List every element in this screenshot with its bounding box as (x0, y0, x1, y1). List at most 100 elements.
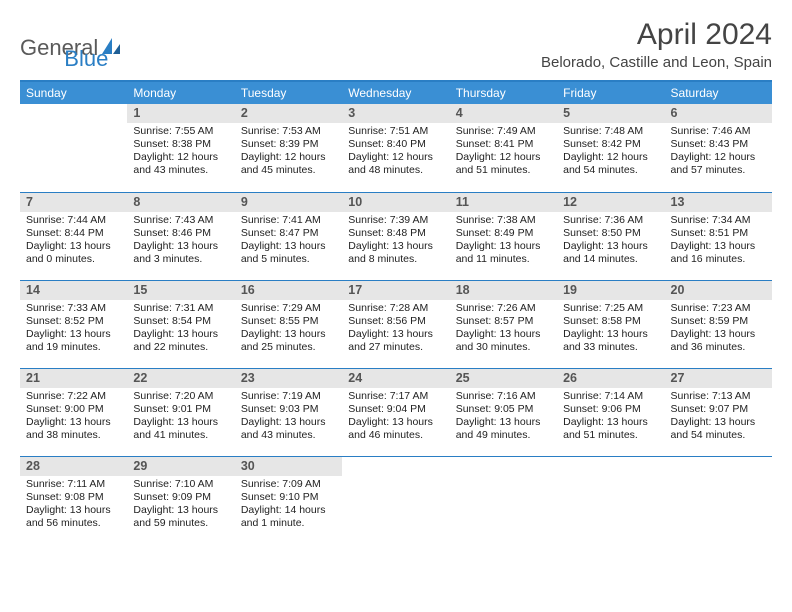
day-number: 5 (557, 104, 664, 123)
day-details: Sunrise: 7:16 AMSunset: 9:05 PMDaylight:… (450, 388, 557, 447)
day-details: Sunrise: 7:25 AMSunset: 8:58 PMDaylight:… (557, 300, 664, 359)
daylight-text: Daylight: 14 hours and 1 minute. (241, 504, 336, 530)
sunrise-text: Sunrise: 7:22 AM (26, 390, 121, 403)
sunrise-text: Sunrise: 7:25 AM (563, 302, 658, 315)
day-number: 17 (342, 281, 449, 300)
day-details: Sunrise: 7:43 AMSunset: 8:46 PMDaylight:… (127, 212, 234, 271)
daylight-text: Daylight: 12 hours and 51 minutes. (456, 151, 551, 177)
daylight-text: Daylight: 12 hours and 54 minutes. (563, 151, 658, 177)
day-details: Sunrise: 7:29 AMSunset: 8:55 PMDaylight:… (235, 300, 342, 359)
sunrise-text: Sunrise: 7:46 AM (671, 125, 766, 138)
day-number: 14 (20, 281, 127, 300)
day-details: Sunrise: 7:49 AMSunset: 8:41 PMDaylight:… (450, 123, 557, 182)
sunset-text: Sunset: 8:41 PM (456, 138, 551, 151)
sunset-text: Sunset: 9:01 PM (133, 403, 228, 416)
day-details: Sunrise: 7:44 AMSunset: 8:44 PMDaylight:… (20, 212, 127, 271)
day-details: Sunrise: 7:39 AMSunset: 8:48 PMDaylight:… (342, 212, 449, 271)
day-number: 30 (235, 457, 342, 476)
sunset-text: Sunset: 9:04 PM (348, 403, 443, 416)
day-number: 13 (665, 193, 772, 212)
daylight-text: Daylight: 13 hours and 11 minutes. (456, 240, 551, 266)
calendar-day-cell: 21Sunrise: 7:22 AMSunset: 9:00 PMDayligh… (20, 368, 127, 456)
day-number: 3 (342, 104, 449, 123)
sunrise-text: Sunrise: 7:09 AM (241, 478, 336, 491)
day-number: 28 (20, 457, 127, 476)
weekday-header-row: SundayMondayTuesdayWednesdayThursdayFrid… (20, 81, 772, 104)
day-number: 12 (557, 193, 664, 212)
day-details: Sunrise: 7:51 AMSunset: 8:40 PMDaylight:… (342, 123, 449, 182)
calendar-week-row: 1Sunrise: 7:55 AMSunset: 8:38 PMDaylight… (20, 104, 772, 192)
calendar-day-cell: 6Sunrise: 7:46 AMSunset: 8:43 PMDaylight… (665, 104, 772, 192)
calendar-day-cell: 7Sunrise: 7:44 AMSunset: 8:44 PMDaylight… (20, 192, 127, 280)
sunrise-text: Sunrise: 7:16 AM (456, 390, 551, 403)
day-details: Sunrise: 7:09 AMSunset: 9:10 PMDaylight:… (235, 476, 342, 535)
calendar-day-cell: 11Sunrise: 7:38 AMSunset: 8:49 PMDayligh… (450, 192, 557, 280)
sunrise-text: Sunrise: 7:43 AM (133, 214, 228, 227)
daylight-text: Daylight: 13 hours and 51 minutes. (563, 416, 658, 442)
sunrise-text: Sunrise: 7:48 AM (563, 125, 658, 138)
calendar-day-cell: 16Sunrise: 7:29 AMSunset: 8:55 PMDayligh… (235, 280, 342, 368)
day-details: Sunrise: 7:19 AMSunset: 9:03 PMDaylight:… (235, 388, 342, 447)
day-details: Sunrise: 7:41 AMSunset: 8:47 PMDaylight:… (235, 212, 342, 271)
daylight-text: Daylight: 12 hours and 45 minutes. (241, 151, 336, 177)
day-number: 26 (557, 369, 664, 388)
day-details: Sunrise: 7:34 AMSunset: 8:51 PMDaylight:… (665, 212, 772, 271)
calendar-day-cell: 10Sunrise: 7:39 AMSunset: 8:48 PMDayligh… (342, 192, 449, 280)
day-details: Sunrise: 7:14 AMSunset: 9:06 PMDaylight:… (557, 388, 664, 447)
sunrise-text: Sunrise: 7:13 AM (671, 390, 766, 403)
sunset-text: Sunset: 8:52 PM (26, 315, 121, 328)
sunset-text: Sunset: 8:51 PM (671, 227, 766, 240)
day-details: Sunrise: 7:48 AMSunset: 8:42 PMDaylight:… (557, 123, 664, 182)
daylight-text: Daylight: 13 hours and 5 minutes. (241, 240, 336, 266)
daylight-text: Daylight: 13 hours and 56 minutes. (26, 504, 121, 530)
calendar-day-cell: 8Sunrise: 7:43 AMSunset: 8:46 PMDaylight… (127, 192, 234, 280)
sunrise-text: Sunrise: 7:28 AM (348, 302, 443, 315)
sunrise-text: Sunrise: 7:49 AM (456, 125, 551, 138)
calendar-day-cell: 15Sunrise: 7:31 AMSunset: 8:54 PMDayligh… (127, 280, 234, 368)
daylight-text: Daylight: 13 hours and 22 minutes. (133, 328, 228, 354)
weekday-header: Monday (127, 81, 234, 104)
calendar-empty-cell (20, 104, 127, 192)
day-number: 23 (235, 369, 342, 388)
sunrise-text: Sunrise: 7:29 AM (241, 302, 336, 315)
day-number: 19 (557, 281, 664, 300)
sunrise-text: Sunrise: 7:33 AM (26, 302, 121, 315)
calendar-week-row: 21Sunrise: 7:22 AMSunset: 9:00 PMDayligh… (20, 368, 772, 456)
calendar-day-cell: 3Sunrise: 7:51 AMSunset: 8:40 PMDaylight… (342, 104, 449, 192)
calendar-day-cell: 9Sunrise: 7:41 AMSunset: 8:47 PMDaylight… (235, 192, 342, 280)
day-details: Sunrise: 7:33 AMSunset: 8:52 PMDaylight:… (20, 300, 127, 359)
sunset-text: Sunset: 8:59 PM (671, 315, 766, 328)
calendar-day-cell: 27Sunrise: 7:13 AMSunset: 9:07 PMDayligh… (665, 368, 772, 456)
calendar-week-row: 7Sunrise: 7:44 AMSunset: 8:44 PMDaylight… (20, 192, 772, 280)
header: General Blue April 2024 Belorado, Castil… (20, 18, 772, 72)
calendar-day-cell: 30Sunrise: 7:09 AMSunset: 9:10 PMDayligh… (235, 456, 342, 544)
sunrise-text: Sunrise: 7:31 AM (133, 302, 228, 315)
daylight-text: Daylight: 13 hours and 27 minutes. (348, 328, 443, 354)
sunset-text: Sunset: 8:44 PM (26, 227, 121, 240)
daylight-text: Daylight: 13 hours and 0 minutes. (26, 240, 121, 266)
day-details: Sunrise: 7:11 AMSunset: 9:08 PMDaylight:… (20, 476, 127, 535)
day-number: 21 (20, 369, 127, 388)
sunset-text: Sunset: 9:08 PM (26, 491, 121, 504)
sunset-text: Sunset: 8:43 PM (671, 138, 766, 151)
logo-text-blue: Blue (64, 46, 108, 72)
daylight-text: Daylight: 13 hours and 38 minutes. (26, 416, 121, 442)
calendar-day-cell: 29Sunrise: 7:10 AMSunset: 9:09 PMDayligh… (127, 456, 234, 544)
daylight-text: Daylight: 13 hours and 30 minutes. (456, 328, 551, 354)
daylight-text: Daylight: 13 hours and 33 minutes. (563, 328, 658, 354)
day-number: 15 (127, 281, 234, 300)
sunrise-text: Sunrise: 7:10 AM (133, 478, 228, 491)
weekday-header: Saturday (665, 81, 772, 104)
sunset-text: Sunset: 8:57 PM (456, 315, 551, 328)
day-number: 27 (665, 369, 772, 388)
location-label: Belorado, Castille and Leon, Spain (541, 54, 772, 71)
calendar-day-cell: 17Sunrise: 7:28 AMSunset: 8:56 PMDayligh… (342, 280, 449, 368)
sunset-text: Sunset: 8:48 PM (348, 227, 443, 240)
weekday-header: Tuesday (235, 81, 342, 104)
sunset-text: Sunset: 8:40 PM (348, 138, 443, 151)
daylight-text: Daylight: 13 hours and 43 minutes. (241, 416, 336, 442)
sunset-text: Sunset: 9:07 PM (671, 403, 766, 416)
day-number: 16 (235, 281, 342, 300)
calendar-day-cell: 28Sunrise: 7:11 AMSunset: 9:08 PMDayligh… (20, 456, 127, 544)
sunrise-text: Sunrise: 7:39 AM (348, 214, 443, 227)
